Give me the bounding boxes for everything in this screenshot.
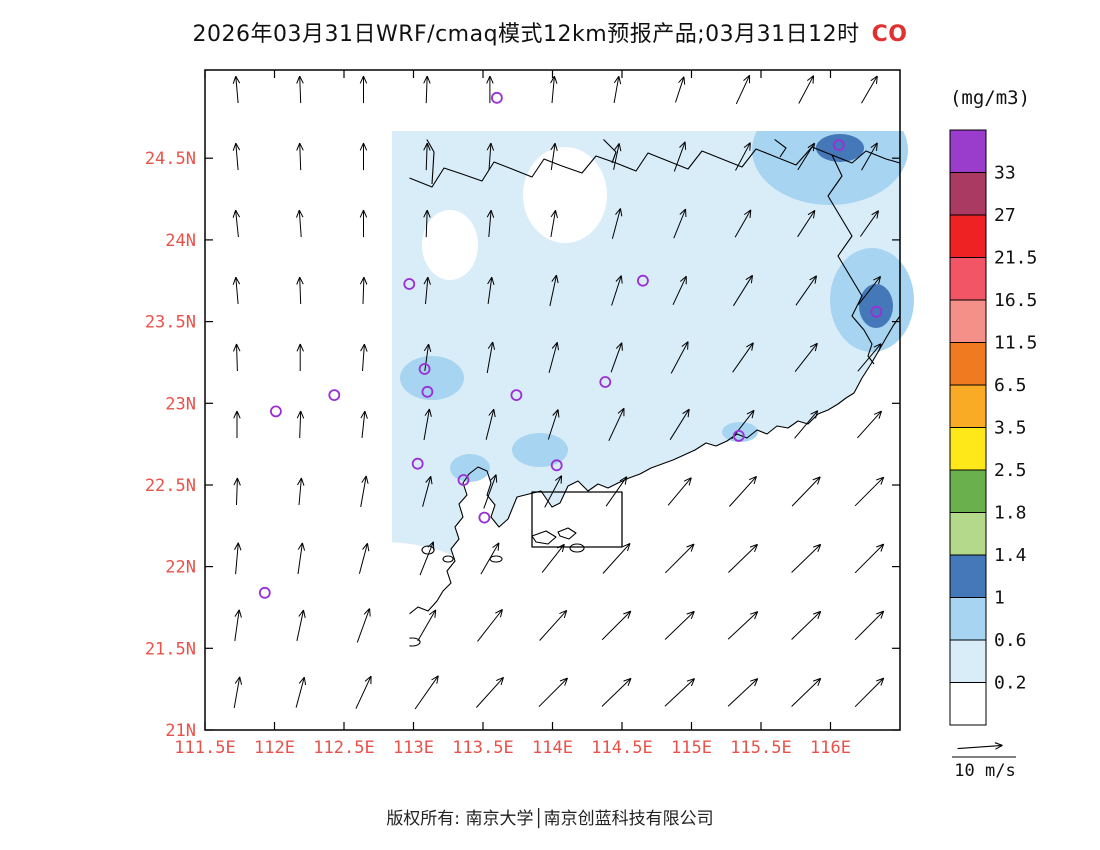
lat-tick-label: 22N xyxy=(165,558,196,578)
province-boundary xyxy=(298,70,384,592)
lon-tick-label: 111.5E xyxy=(174,738,235,758)
lon-tick-label: 113E xyxy=(393,738,434,758)
lat-tick-label: 23N xyxy=(165,394,196,414)
station-marker xyxy=(421,385,434,398)
lon-tick-label: 116E xyxy=(810,738,851,758)
colorbar-tick-label: 2.5 xyxy=(994,460,1027,481)
station-marker xyxy=(732,429,745,442)
station-marker xyxy=(328,389,341,402)
wind-vector-grid xyxy=(232,74,885,710)
station-marker xyxy=(490,91,503,104)
chart-title-species: CO xyxy=(871,22,908,47)
colorbar-tick-label: 33 xyxy=(994,163,1016,184)
station-marker xyxy=(870,305,883,318)
lat-tick-label: 21N xyxy=(165,721,196,741)
lon-tick-label: 114.5E xyxy=(591,738,652,758)
colorbar-tick-label: 1.4 xyxy=(994,545,1027,566)
colorbar-box xyxy=(949,597,987,641)
colorbar-tick-label: 1 xyxy=(994,588,1005,609)
island xyxy=(570,544,584,552)
province-boundary xyxy=(205,184,306,225)
lat-tick-label: 21.5N xyxy=(145,639,196,659)
station-markers xyxy=(258,91,883,599)
colorbar-box xyxy=(949,257,987,301)
colorbar: 33 27 21.5 16.5 11.5 6.5 3.5 2.5 1.8 1.4 1 0.6 0.2 xyxy=(949,129,1037,726)
colorbar-box xyxy=(949,682,987,726)
colorbar-tick-label: 0.2 xyxy=(994,673,1027,694)
lat-tick-label: 24.5N xyxy=(145,149,196,169)
lon-tick-label: 115.5E xyxy=(730,738,791,758)
copyright: 版权所有: 南京大学│南京创蓝科技有限公司 xyxy=(386,809,714,829)
colorbar-box xyxy=(949,384,987,428)
station-marker xyxy=(478,511,491,524)
station-marker xyxy=(411,457,424,470)
island xyxy=(490,556,502,562)
colorbar-tick-label: 21.5 xyxy=(994,248,1037,269)
province-boundary xyxy=(828,155,874,364)
station-marker xyxy=(510,389,523,402)
lon-tick-label: 112E xyxy=(254,738,295,758)
station-marker xyxy=(550,459,563,472)
station-marker xyxy=(418,363,431,375)
map-frame-and-axes: 111.5E 112E 112.5E 113E 113.5E 114E 114.5E 115E… xyxy=(145,69,901,758)
chart-title: 2026年03月31日WRF/cmaq模式12km预报产品;03月31日12时 C… xyxy=(0,16,1100,48)
colorbar-box xyxy=(949,342,987,386)
colorbar-box xyxy=(949,469,987,513)
station-marker xyxy=(258,586,271,599)
study-area-box xyxy=(532,492,622,547)
lat-tick-label: 24N xyxy=(165,231,196,251)
wind-reference-label: 10 m/s xyxy=(954,761,1015,781)
island xyxy=(558,528,576,539)
lon-tick-label: 114E xyxy=(532,738,573,758)
colorbar-tick-label: 11.5 xyxy=(994,333,1037,354)
island xyxy=(532,531,556,544)
lon-tick-label: 115E xyxy=(671,738,712,758)
chart-title-main: 2026年03月31日WRF/cmaq模式12km预报产品;03月31日12时 xyxy=(192,22,860,47)
station-marker xyxy=(403,278,416,290)
station-marker xyxy=(832,139,845,152)
colorbar-box xyxy=(949,214,987,258)
station-marker xyxy=(637,274,649,287)
station-marker xyxy=(457,474,470,486)
island xyxy=(404,638,420,646)
station-marker xyxy=(599,376,612,388)
colorbar-box xyxy=(949,554,987,598)
colorbar-box xyxy=(949,512,987,556)
island xyxy=(443,556,453,562)
colorbar-tick-label: 1.8 xyxy=(994,503,1027,524)
lat-tick-label: 22.5N xyxy=(145,476,196,496)
colorbar-box xyxy=(949,427,987,471)
colorbar-tick-label: 0.6 xyxy=(994,630,1027,651)
wind-reference-arrow xyxy=(952,742,1016,758)
station-marker xyxy=(269,405,282,418)
colorbar-box xyxy=(949,172,987,216)
colorbar-tick-label: 27 xyxy=(994,205,1016,226)
colorbar-box xyxy=(949,129,987,173)
colorbar-tick-label: 16.5 xyxy=(994,290,1037,311)
colorbar-tick-label: 6.5 xyxy=(994,375,1027,396)
wind-vectors xyxy=(232,74,885,710)
lat-tick-label: 23.5N xyxy=(145,313,196,333)
island xyxy=(326,628,346,636)
lon-tick-label: 112.5E xyxy=(313,738,374,758)
lon-tick-label: 113.5E xyxy=(452,738,513,758)
concentration-field xyxy=(187,61,914,638)
colorbar-box xyxy=(949,299,987,343)
colorbar-units-label: (mg/m3) xyxy=(950,87,1030,109)
colorbar-tick-label: 3.5 xyxy=(994,418,1027,439)
colorbar-box xyxy=(949,639,987,683)
island xyxy=(366,626,390,636)
